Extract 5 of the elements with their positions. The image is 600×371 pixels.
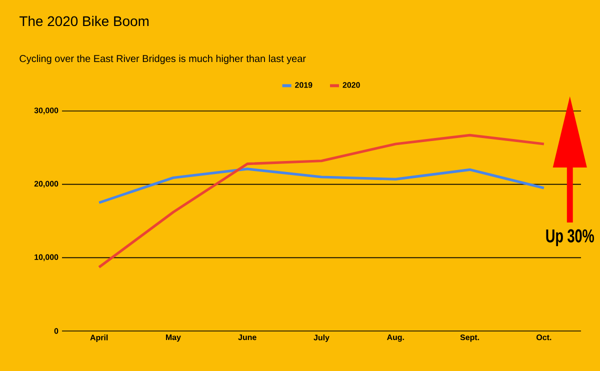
line-series xyxy=(98,168,546,204)
chart-title: The 2020 Bike Boom xyxy=(20,16,149,26)
line-series xyxy=(98,134,546,268)
chart-subtitle: Cycling over the East River Bridges is much higher than last year xyxy=(20,54,306,64)
annotation: Up 30% xyxy=(546,229,594,246)
